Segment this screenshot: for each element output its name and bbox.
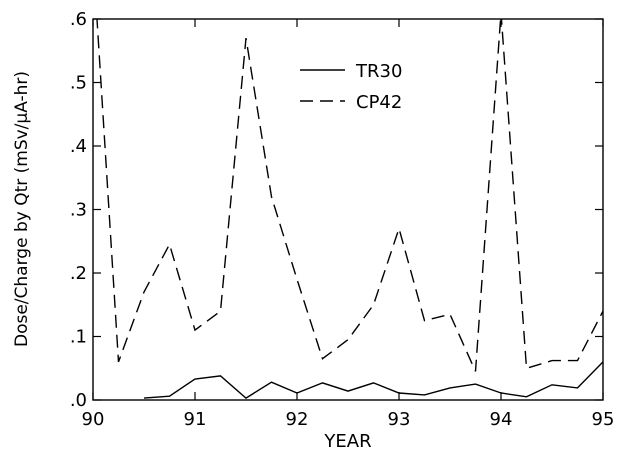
y-tick-label: .4 [70, 136, 87, 157]
x-tick-label: 93 [388, 409, 411, 430]
data-point-cp42 [246, 38, 247, 39]
data-point-cp42 [348, 339, 349, 340]
data-point-tr30 [322, 382, 323, 383]
x-tick-label: 92 [286, 409, 309, 430]
series-layer [96, 12, 603, 399]
data-point-cp42 [195, 330, 196, 331]
data-point-cp42 [577, 360, 578, 361]
data-point-tr30 [399, 393, 400, 394]
x-axis: 90 91 92 93 94 95 [82, 19, 615, 430]
data-point-cp42 [297, 279, 298, 280]
data-point-tr30 [144, 398, 145, 399]
x-tick-label: 94 [490, 409, 513, 430]
data-point-tr30 [246, 398, 247, 399]
legend: TR30 CP42 [300, 61, 402, 113]
y-axis: .0 .1 .2 .3 .4 .5 .6 [70, 9, 603, 411]
legend-label-tr30: TR30 [355, 61, 402, 82]
data-point-cp42 [220, 311, 221, 312]
data-point-tr30 [373, 382, 374, 383]
data-point-tr30 [220, 375, 221, 376]
data-point-tr30 [169, 396, 170, 397]
x-axis-label: YEAR [323, 431, 371, 452]
data-point-tr30 [526, 396, 527, 397]
y-tick-label: .3 [70, 200, 87, 221]
data-point-cp42 [373, 304, 374, 305]
data-point-cp42 [501, 12, 502, 13]
data-point-cp42 [271, 196, 272, 197]
y-tick-label: .0 [70, 390, 87, 411]
data-point-cp42 [144, 292, 145, 293]
x-tick-label: 91 [184, 409, 207, 430]
legend-label-cp42: CP42 [356, 92, 402, 113]
y-tick-label: .5 [70, 73, 87, 94]
data-point-cp42 [424, 320, 425, 321]
y-tick-label: .6 [70, 9, 87, 30]
series-line-cp42 [96, 19, 603, 372]
data-point-cp42 [169, 244, 170, 245]
data-point-tr30 [450, 387, 451, 388]
data-point-tr30 [271, 382, 272, 383]
y-tick-label: .2 [70, 263, 87, 284]
data-point-cp42 [399, 228, 400, 229]
data-point-tr30 [577, 387, 578, 388]
data-point-cp42 [322, 358, 323, 359]
data-point-tr30 [348, 391, 349, 392]
data-point-cp42 [475, 371, 476, 372]
data-point-tr30 [501, 393, 502, 394]
data-point-cp42 [450, 314, 451, 315]
y-axis-label: Dose/Charge by Qtr (mSv/μA-hr) [12, 71, 32, 347]
data-point-tr30 [475, 384, 476, 385]
data-point-cp42 [552, 360, 553, 361]
data-point-cp42 [526, 368, 527, 369]
data-point-tr30 [424, 394, 425, 395]
data-point-tr30 [297, 393, 298, 394]
y-tick-label: .1 [70, 327, 87, 348]
plot-frame [92, 18, 604, 401]
data-point-tr30 [195, 379, 196, 380]
x-tick-label: 95 [592, 409, 615, 430]
data-point-cp42 [118, 361, 119, 362]
series-line-tr30 [143, 361, 603, 399]
x-tick-label: 90 [82, 409, 105, 430]
data-point-tr30 [552, 384, 553, 385]
